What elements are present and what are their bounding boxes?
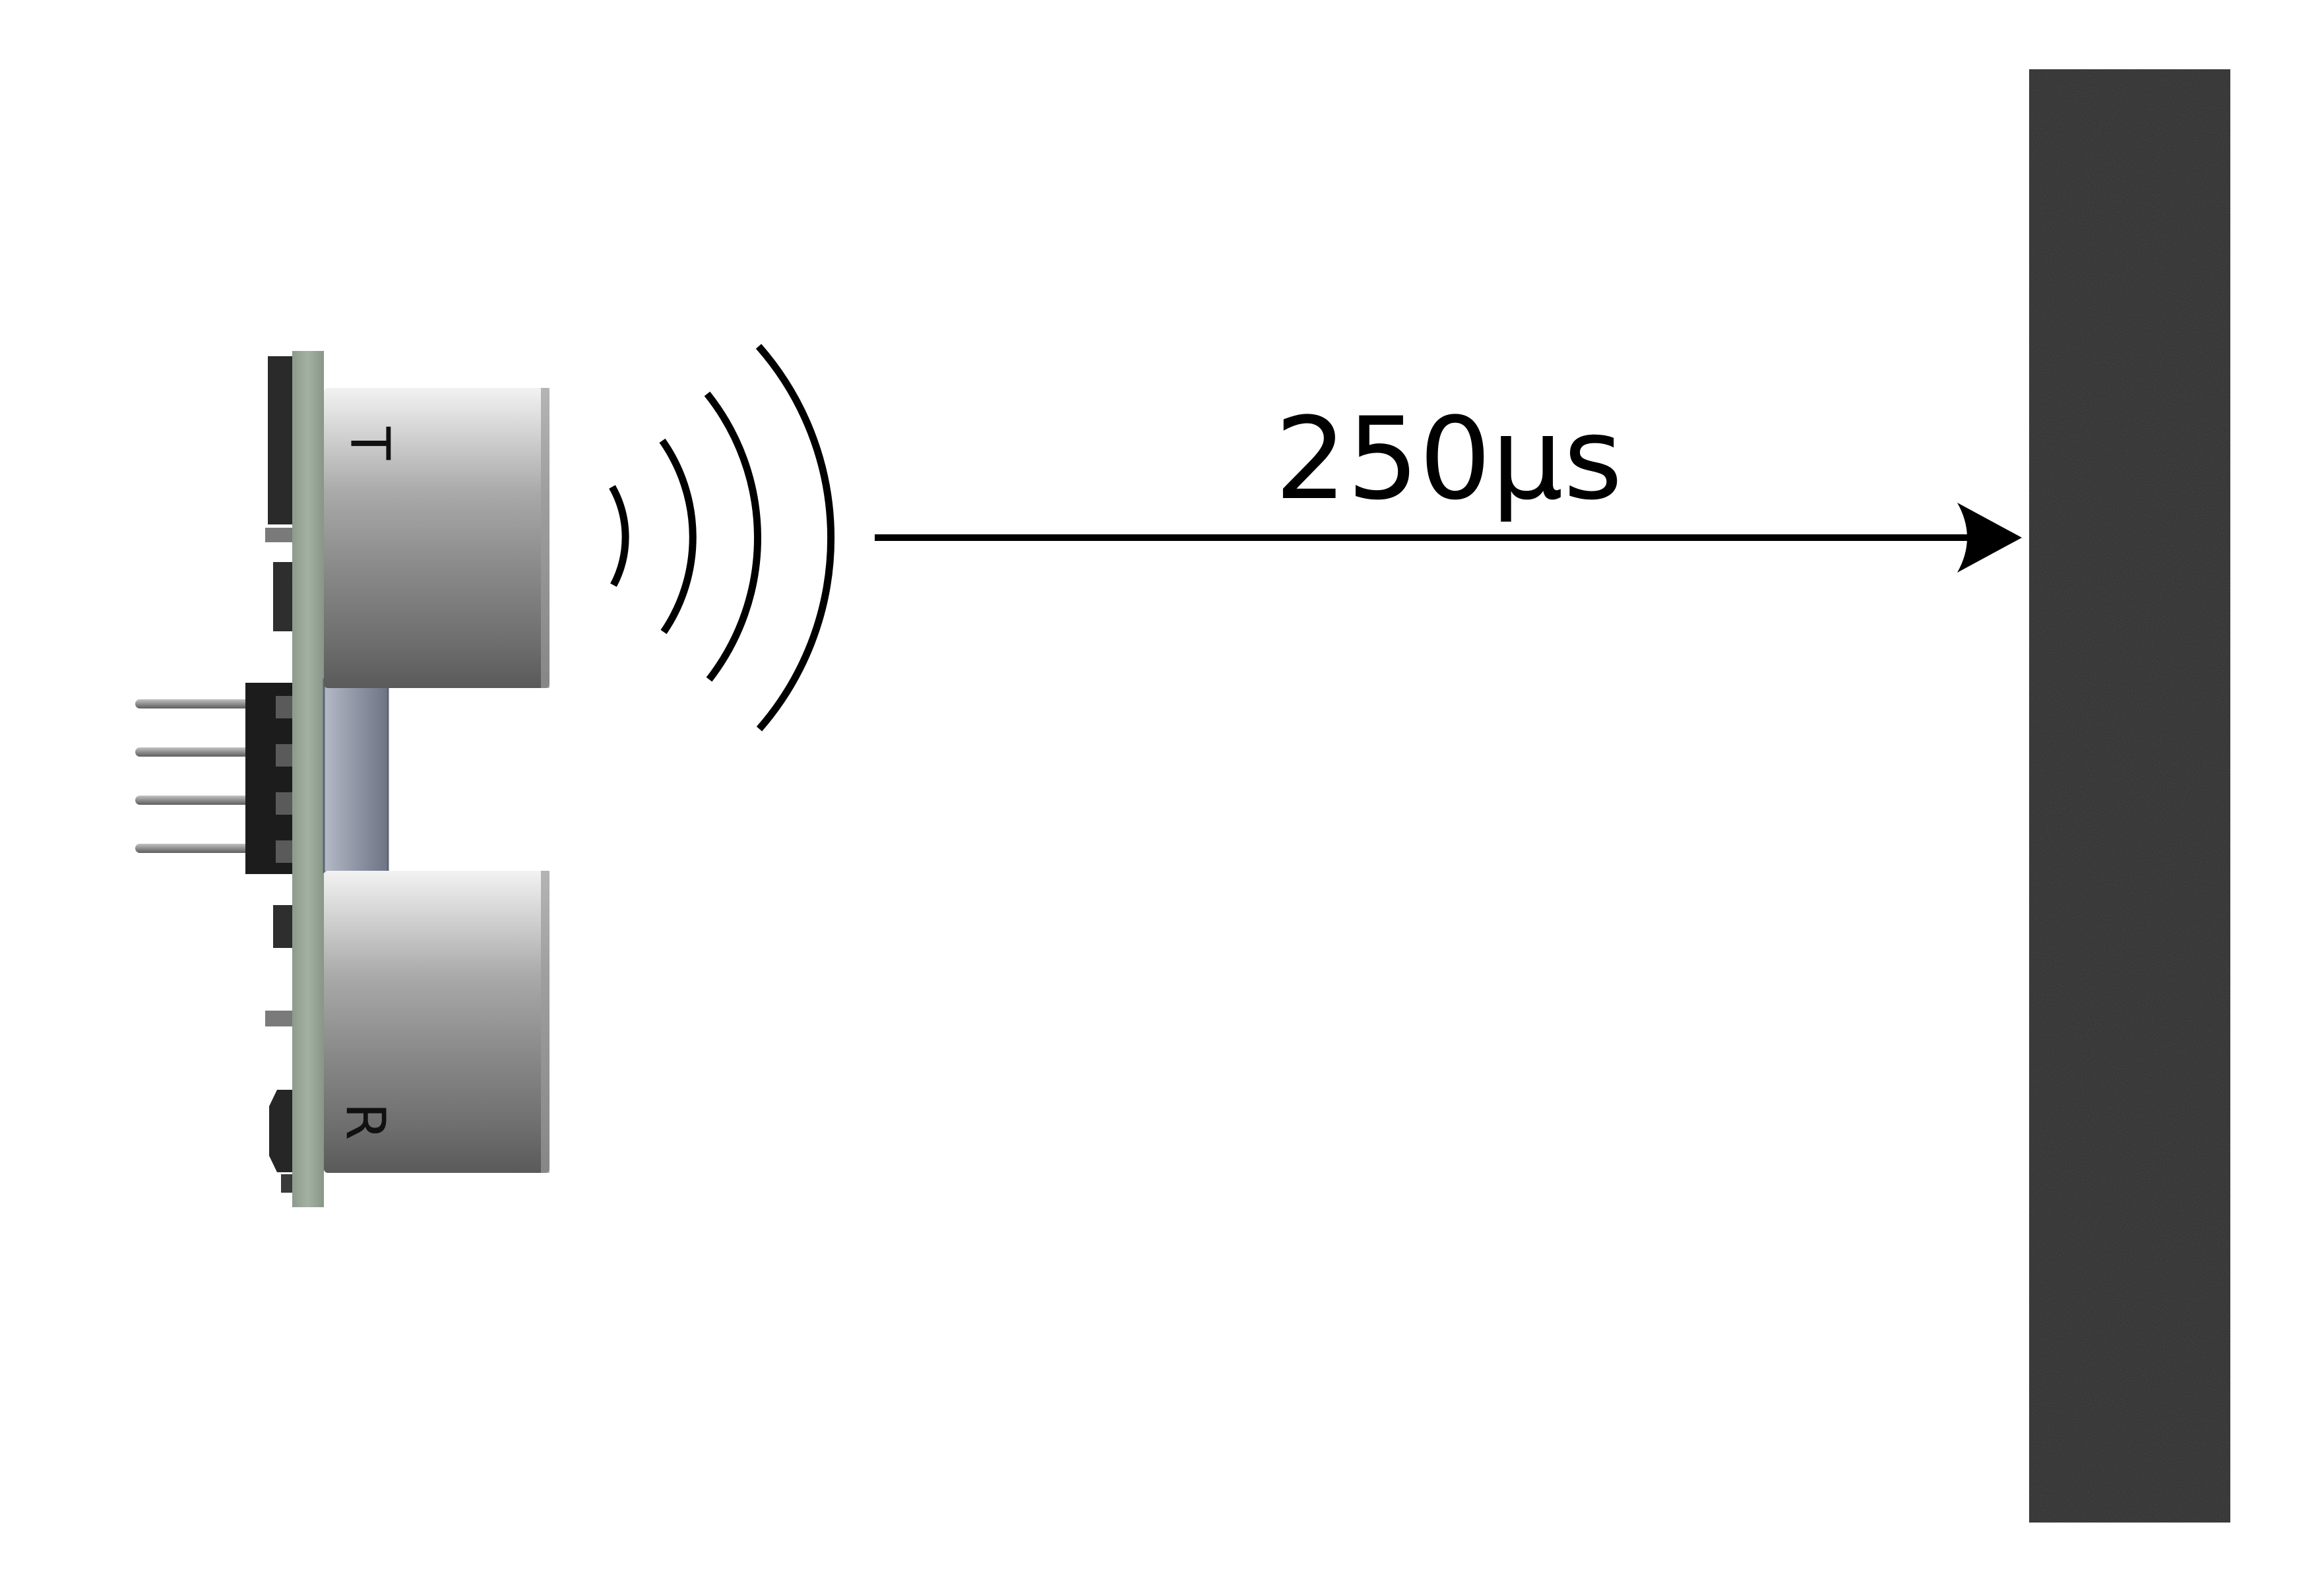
smd-component [273,562,296,631]
sound-wave-arc [659,438,697,635]
transmitter-can: T [324,388,550,688]
sound-wave-arc [755,344,835,732]
transmitter-label: T [338,426,401,460]
sound-waves [609,344,835,732]
sound-wave-arc [704,391,761,682]
smd-component [269,1090,296,1172]
pcb-board [292,351,324,1207]
smd-component [265,528,296,542]
smd-component [265,1011,296,1026]
ultrasonic-sensor: T R [135,351,550,1207]
sound-wave-arc [609,485,629,587]
receiver-label: R [334,1103,396,1141]
receiver-can: R [324,871,550,1173]
smd-component [281,1174,296,1193]
crystal-oscillator [324,679,388,872]
obstacle-wall [2029,69,2230,1523]
header-pins [135,699,257,853]
travel-arrow [875,503,2022,573]
travel-time-label: 250µs [1274,393,1622,525]
smd-component [273,905,296,948]
arrow-head [1957,503,2022,573]
smd-component [268,356,296,524]
